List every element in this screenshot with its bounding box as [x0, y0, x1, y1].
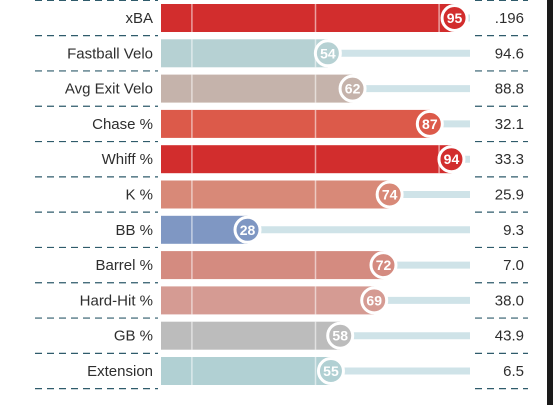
percentile-bubble [313, 39, 342, 68]
metric-label: Barrel % [95, 257, 153, 274]
percentile-bubble [415, 109, 444, 138]
metric-label: GB % [114, 328, 153, 345]
percentile-label: 54 [320, 45, 336, 61]
metric-label: Hard-Hit % [80, 292, 153, 309]
percentile-label: 69 [366, 292, 382, 308]
bar [161, 109, 430, 138]
metric-label: BB % [115, 222, 153, 239]
percentile-label: 55 [323, 363, 339, 379]
percentile-bubble [316, 357, 345, 385]
percentile-label: 94 [444, 151, 460, 167]
bar [161, 145, 452, 174]
bar [161, 180, 390, 209]
metric-value: 7.0 [503, 257, 524, 274]
metric-value: .196 [495, 10, 524, 27]
metric-value: 9.3 [503, 222, 524, 239]
bar [161, 74, 353, 103]
percentile-bubble [440, 4, 469, 32]
percentile-bubble [369, 251, 398, 280]
percentile-label: 72 [376, 257, 392, 273]
percentile-label: 28 [240, 222, 256, 238]
window-edge [547, 0, 553, 405]
percentile-bubble [338, 74, 367, 103]
bar [161, 286, 375, 315]
metric-value: 43.9 [495, 328, 524, 345]
bar [161, 39, 328, 68]
metric-value: 88.8 [495, 81, 524, 98]
metric-value: 32.1 [495, 116, 524, 133]
percentile-label: 62 [345, 81, 361, 97]
bar [161, 357, 331, 385]
metric-label: Chase % [92, 116, 153, 133]
metric-value: 38.0 [495, 292, 524, 309]
metric-label: Fastball Velo [67, 45, 153, 62]
metric-label: Whiff % [102, 151, 153, 168]
percentile-bubble [360, 286, 389, 315]
percentile-label: 58 [332, 328, 348, 344]
percentile-label: 87 [422, 116, 438, 132]
percentile-bubble [326, 321, 355, 350]
metric-label: Extension [87, 363, 153, 380]
metric-value: 33.3 [495, 151, 524, 168]
metric-value: 25.9 [495, 187, 524, 204]
bar [161, 321, 341, 350]
percentile-label: 95 [447, 10, 463, 26]
bar [161, 251, 384, 280]
metric-value: 6.5 [503, 363, 524, 380]
metric-label: K % [125, 187, 153, 204]
percentile-bubble [233, 215, 262, 244]
percentile-bubble [375, 180, 404, 209]
bar [161, 215, 248, 244]
percentile-bubble [437, 145, 466, 174]
percentile-label: 74 [382, 187, 398, 203]
metric-label: Avg Exit Velo [65, 81, 153, 98]
bar [161, 4, 455, 32]
metric-label: xBA [125, 10, 153, 27]
metric-value: 94.6 [495, 45, 524, 62]
